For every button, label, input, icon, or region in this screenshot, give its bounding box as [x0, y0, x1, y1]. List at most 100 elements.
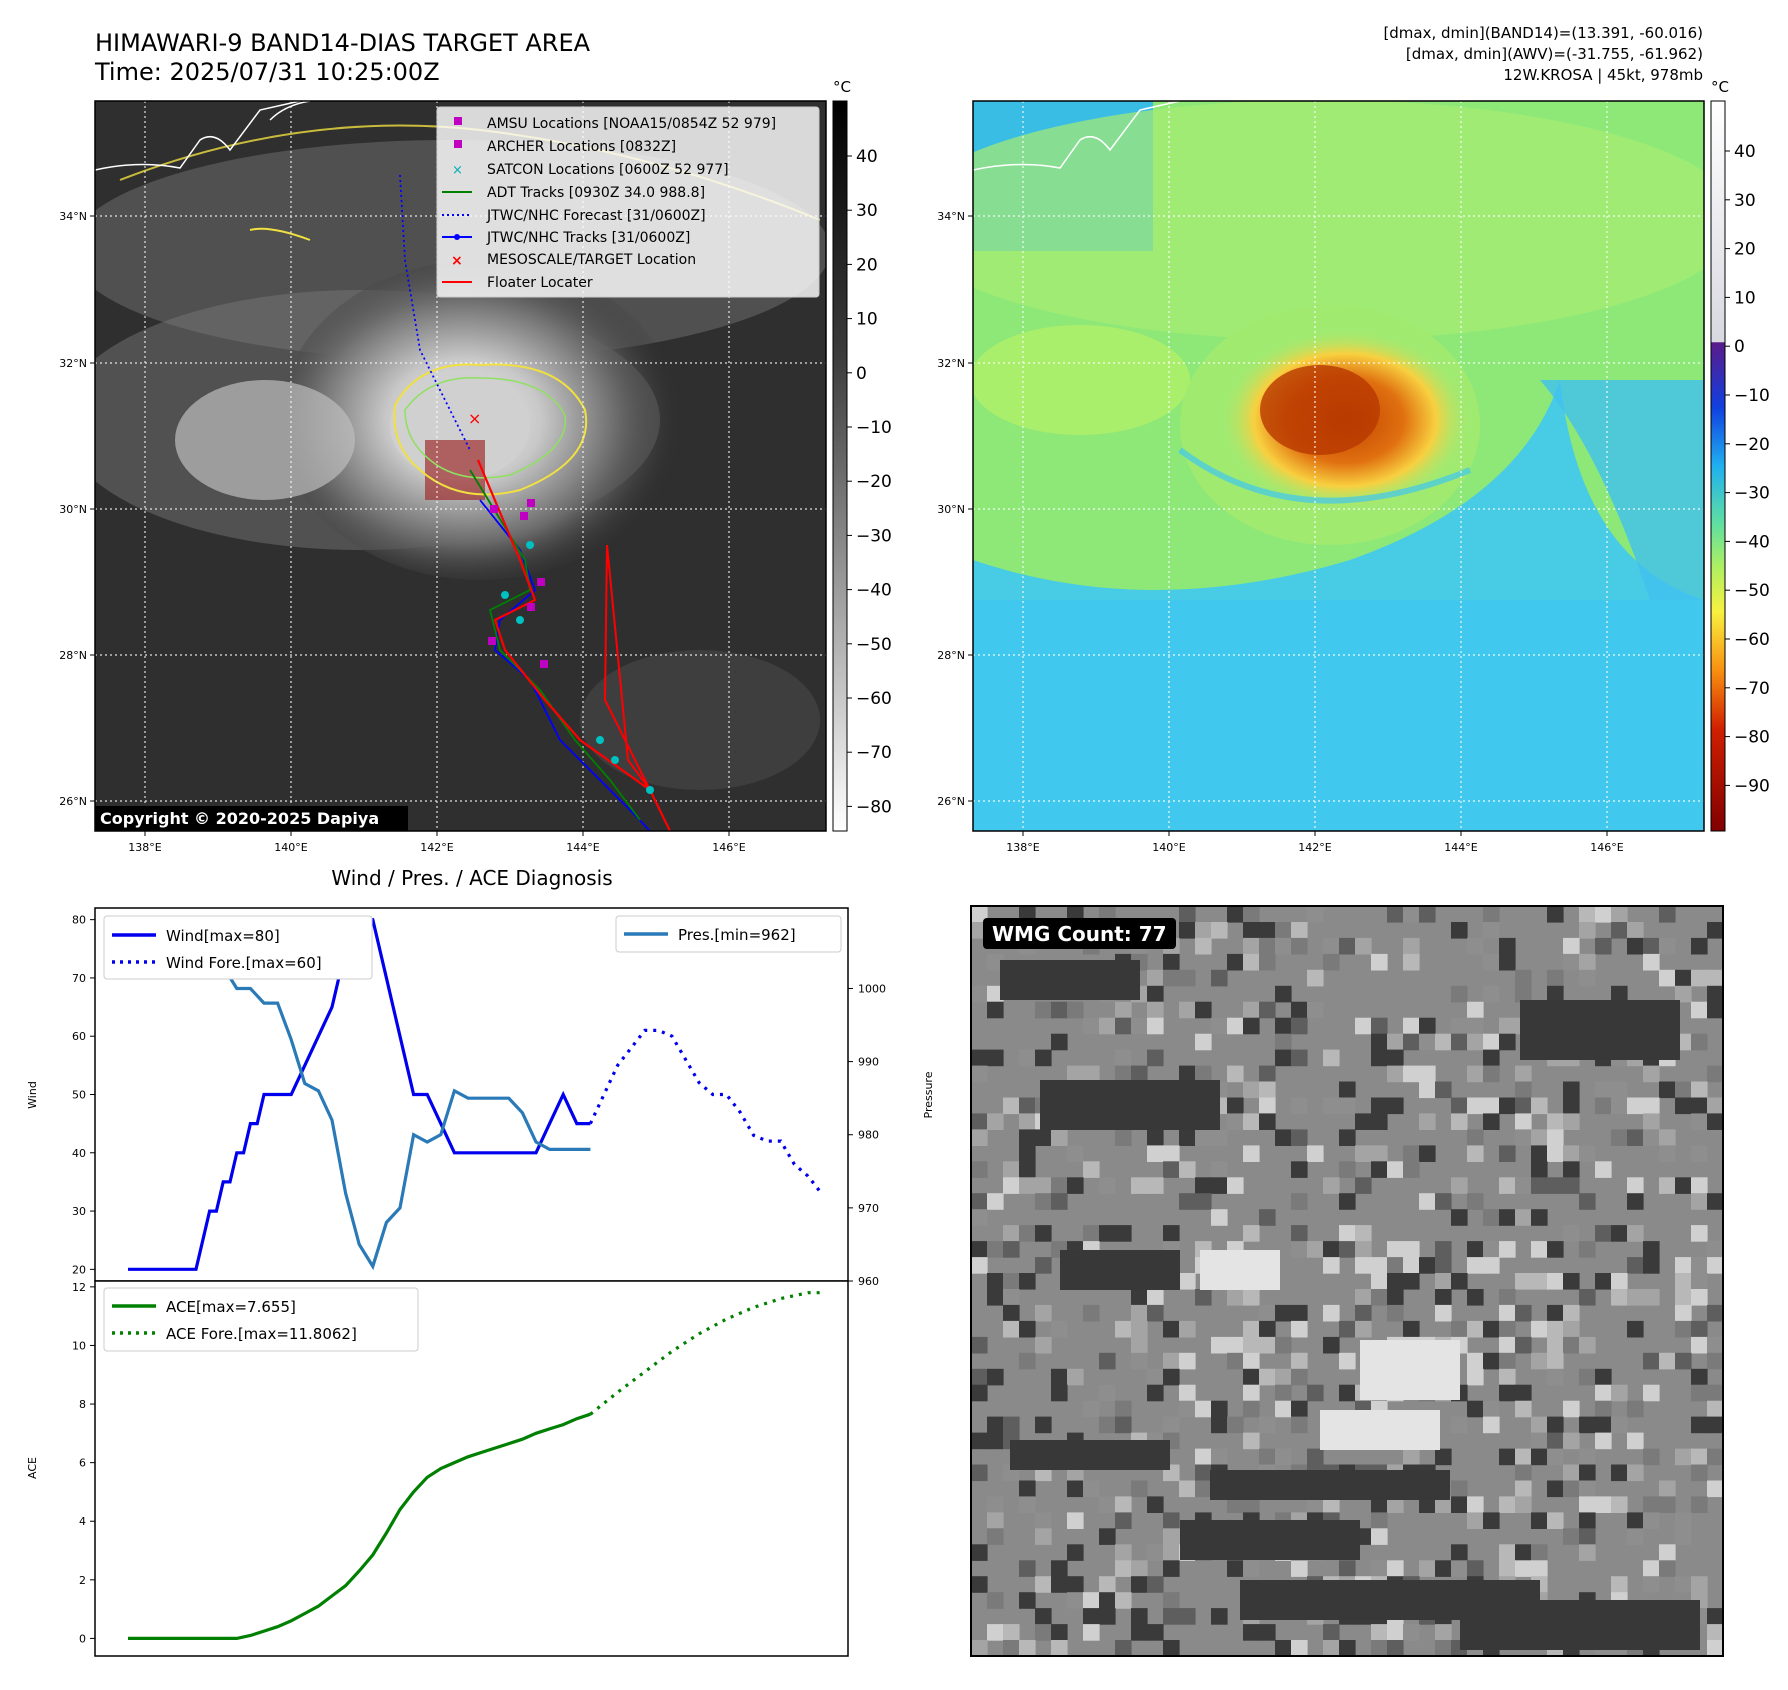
ir-colorbar-ticks: 40 30 20 10 0 −10 −20 −30 −40 −50 −60 −70 −80 — [847, 147, 892, 817]
wmg-count-label: WMG Count: 77 — [992, 922, 1167, 946]
legend-amsu: AMSU Locations [NOAA15/0854Z 52 979] — [487, 116, 776, 132]
wind-tick-label: 70 — [72, 972, 86, 985]
colorbar-tick-label: 0 — [856, 364, 867, 384]
pressure-legend: Pres.[min=962] — [615, 915, 842, 953]
wind-tick-label: 80 — [72, 914, 86, 927]
lat-tick-label: 34°N — [59, 210, 87, 223]
lon-tick-label: 142°E — [1298, 841, 1331, 854]
colorbar-tick-label: −60 — [856, 689, 892, 709]
lon-tick-label: 138°E — [128, 841, 161, 854]
colorbar-tick-label: −50 — [1734, 581, 1770, 601]
ace-chart: 12 10 8 6 4 2 0 ACE ACE[max=7.655] ACE Fore.[m… — [26, 1280, 849, 1657]
lat-tick-label: 26°N — [937, 795, 965, 808]
pressure-tick-label: 990 — [858, 1056, 879, 1069]
colorbar-tick-label: −20 — [856, 472, 892, 492]
legend-archer-swatch — [454, 140, 462, 148]
wind-axis-label: Wind — [26, 1081, 39, 1109]
colorbar-tick-label: −80 — [856, 797, 892, 817]
legend-ace: ACE[max=7.655] — [166, 1298, 296, 1316]
lat-tick-label: 30°N — [937, 503, 965, 516]
ir-map-panel: × Copyright © 2020-2025 Dapiya AMSU Loca… — [94, 78, 892, 832]
map-legend: AMSU Locations [NOAA15/0854Z 52 979] ARC… — [436, 106, 820, 298]
colorbar-tick-label: 10 — [856, 310, 878, 330]
lat-tick-label: 26°N — [59, 795, 87, 808]
legend-archer: ARCHER Locations [0832Z] — [487, 139, 676, 155]
diagnosis-title: Wind / Pres. / ACE Diagnosis — [331, 866, 612, 890]
colorbar-tick-label: −90 — [1734, 776, 1770, 796]
amsu-markers — [488, 499, 548, 668]
legend-ace-fore: ACE Fore.[max=11.8062] — [166, 1325, 357, 1343]
ace-tick-label: 8 — [79, 1398, 86, 1411]
awv-lat-ticks: 34°N 32°N 30°N 28°N 26°N — [937, 210, 973, 808]
colorbar-tick-label: −40 — [856, 581, 892, 601]
legend-pres: Pres.[min=962] — [678, 926, 796, 944]
pressure-tick-label: 980 — [858, 1129, 879, 1142]
legend-floater: Floater Locater — [487, 275, 593, 291]
storm-info: 12W.KROSA | 45kt, 978mb — [1503, 66, 1703, 84]
awv-colorbar-ticks: 40 30 20 10 0 −10 −20 −30 −40 −50 −60 −70 −80 −90 — [1725, 142, 1770, 796]
wind-tick-label: 20 — [72, 1263, 86, 1276]
awv-colorbar — [1710, 100, 1726, 832]
wind-tick-label: 30 — [72, 1205, 86, 1218]
wind-legend: Wind[max=80] Wind Fore.[max=60] — [103, 915, 373, 980]
forecast-track-line — [399, 174, 471, 451]
colorbar-tick-label: −10 — [856, 418, 892, 438]
colorbar-tick-label: −80 — [1734, 728, 1770, 748]
colorbar-tick-label: −70 — [1734, 679, 1770, 699]
ace-legend: ACE[max=7.655] ACE Fore.[max=11.8062] — [103, 1287, 419, 1352]
pressure-axis-label: Pressure — [922, 1071, 935, 1118]
lon-tick-label: 142°E — [420, 841, 453, 854]
lon-tick-label: 140°E — [1152, 841, 1185, 854]
lat-tick-label: 30°N — [59, 503, 87, 516]
lon-tick-label: 138°E — [1006, 841, 1039, 854]
adt-track-line — [469, 469, 641, 821]
lat-tick-label: 28°N — [59, 649, 87, 662]
figure-time: Time: 2025/07/31 10:25:00Z — [94, 58, 440, 86]
ace-tick-label: 4 — [79, 1515, 86, 1528]
lon-tick-label: 140°E — [274, 841, 307, 854]
wmg-panel: WMG Count: 77 — [970, 905, 1724, 1657]
wind-tick-label: 50 — [72, 1089, 86, 1102]
band14-stats: [dmax, dmin](BAND14)=(13.391, -60.016) — [1383, 24, 1703, 42]
legend-amsu-swatch — [454, 117, 462, 125]
awv-stats: [dmax, dmin](AWV)=(-31.755, -61.962) — [1406, 45, 1703, 63]
ace-tick-label: 2 — [79, 1574, 86, 1587]
target-marker: × — [468, 409, 481, 428]
lat-tick-label: 32°N — [59, 357, 87, 370]
colorbar-tick-label: 20 — [856, 255, 878, 275]
ir-lon-ticks: 138°E 140°E 142°E 144°E 146°E — [128, 831, 746, 854]
figure-title: HIMAWARI-9 BAND14-DIAS TARGET AREA — [95, 29, 591, 57]
awv-field — [973, 101, 1704, 831]
ace-tick-label: 6 — [79, 1457, 86, 1470]
wind-forecast-line — [588, 1028, 823, 1195]
wind-tick-label: 60 — [72, 1030, 86, 1043]
colorbar-tick-label: −10 — [1734, 386, 1770, 406]
satcon-markers — [501, 541, 654, 794]
wmg-count-box — [983, 918, 1176, 949]
wind-pressure-chart: 80 70 60 50 40 30 20 1000 990 980 970 960 Wind Pres… — [26, 907, 935, 1288]
awv-map-panel: °C 40 30 20 10 0 −10 −20 −30 −40 −50 −60 −70 −80 −90 — [972, 78, 1770, 832]
colorbar-tick-label: −60 — [1734, 630, 1770, 650]
ir-colorbar-unit: °C — [833, 78, 851, 96]
legend-target-swatch: × — [451, 253, 463, 269]
colorbar-tick-label: 40 — [856, 147, 878, 167]
legend-tracks: JTWC/NHC Tracks [31/0600Z] — [486, 230, 690, 246]
colorbar-tick-label: 30 — [1734, 191, 1756, 211]
lon-tick-label: 144°E — [566, 841, 599, 854]
legend-forecast: JTWC/NHC Forecast [31/0600Z] — [486, 208, 706, 224]
ace-tick-label: 0 — [79, 1632, 86, 1645]
colorbar-tick-label: 0 — [1734, 337, 1745, 357]
legend-adt: ADT Tracks [0930Z 34.0 988.8] — [487, 185, 705, 201]
ir-colorbar — [832, 100, 848, 832]
legend-wind: Wind[max=80] — [166, 927, 280, 945]
copyright-box — [95, 806, 408, 831]
legend-satcon-swatch: × — [452, 163, 463, 178]
wmg-pixel-field — [971, 906, 1724, 1657]
colorbar-tick-label: −30 — [1734, 484, 1770, 504]
pressure-tick-label: 1000 — [858, 982, 886, 995]
floater-track-line — [476, 459, 671, 831]
pressure-tick-label: 960 — [858, 1275, 879, 1288]
ace-axis-label: ACE — [26, 1457, 39, 1479]
awv-lon-ticks: 138°E 140°E 142°E 144°E 146°E — [1006, 831, 1624, 854]
